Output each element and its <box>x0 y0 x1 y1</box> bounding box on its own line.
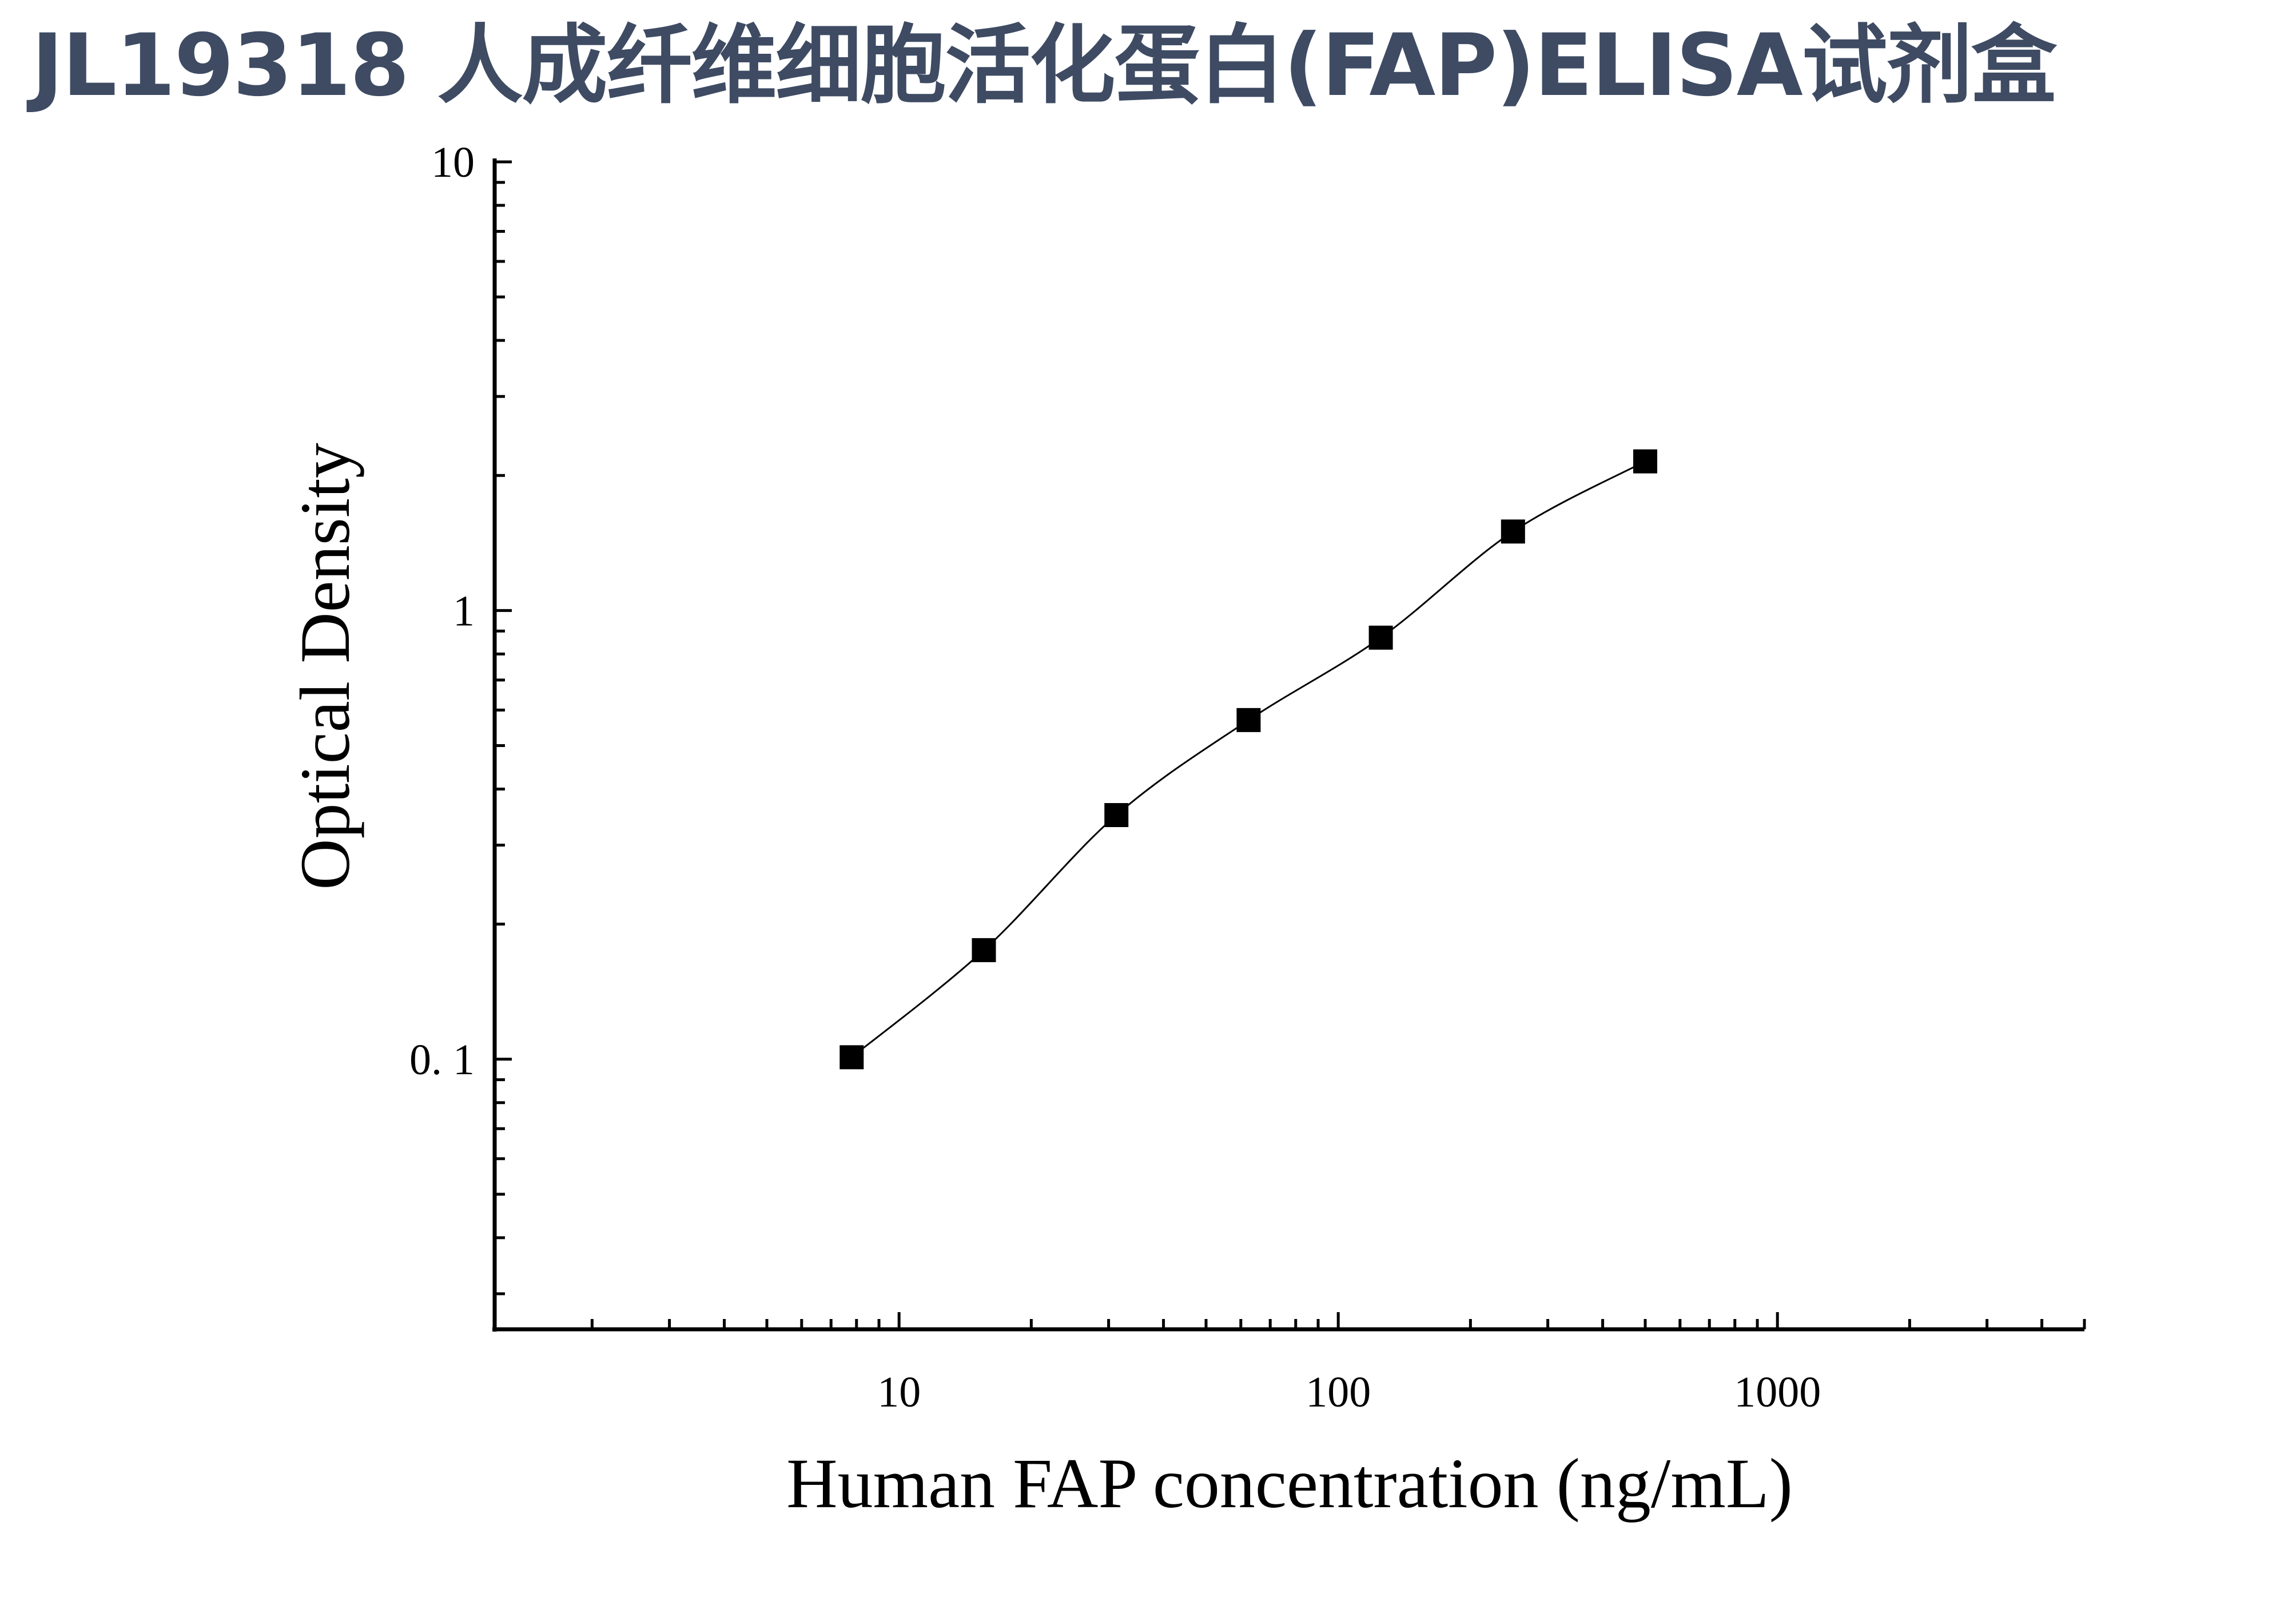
data-point-marker <box>839 1045 864 1070</box>
chart-title: JL19318 人成纤维细胞活化蛋白(FAP)ELISA试剂盒 <box>31 16 2057 116</box>
fit-curve-path <box>851 460 1646 1058</box>
axes <box>492 158 2086 1332</box>
y-axis-label: Optical Density <box>286 443 364 890</box>
x-axis-label: Human FAP concentration (ng/mL) <box>786 1444 1793 1523</box>
y-tick-label: 10 <box>431 138 475 186</box>
y-tick-label: 1 <box>453 587 475 635</box>
data-point-marker <box>1104 803 1129 828</box>
data-point-marker <box>1501 519 1525 544</box>
tick-labels: 10 100 1000 10 1 0. 1 <box>409 138 1821 1416</box>
y-tick-label: 0. 1 <box>409 1036 475 1084</box>
data-point-marker <box>1368 625 1393 650</box>
x-tick-label: 1000 <box>1734 1368 1821 1416</box>
x-tick-label: 10 <box>877 1368 921 1416</box>
data-point-marker <box>1633 449 1657 474</box>
fit-curve <box>851 460 1646 1058</box>
data-point-marker <box>972 938 996 963</box>
data-points <box>839 449 1657 1070</box>
x-tick-label: 100 <box>1306 1368 1371 1416</box>
data-point-marker <box>1236 708 1261 732</box>
